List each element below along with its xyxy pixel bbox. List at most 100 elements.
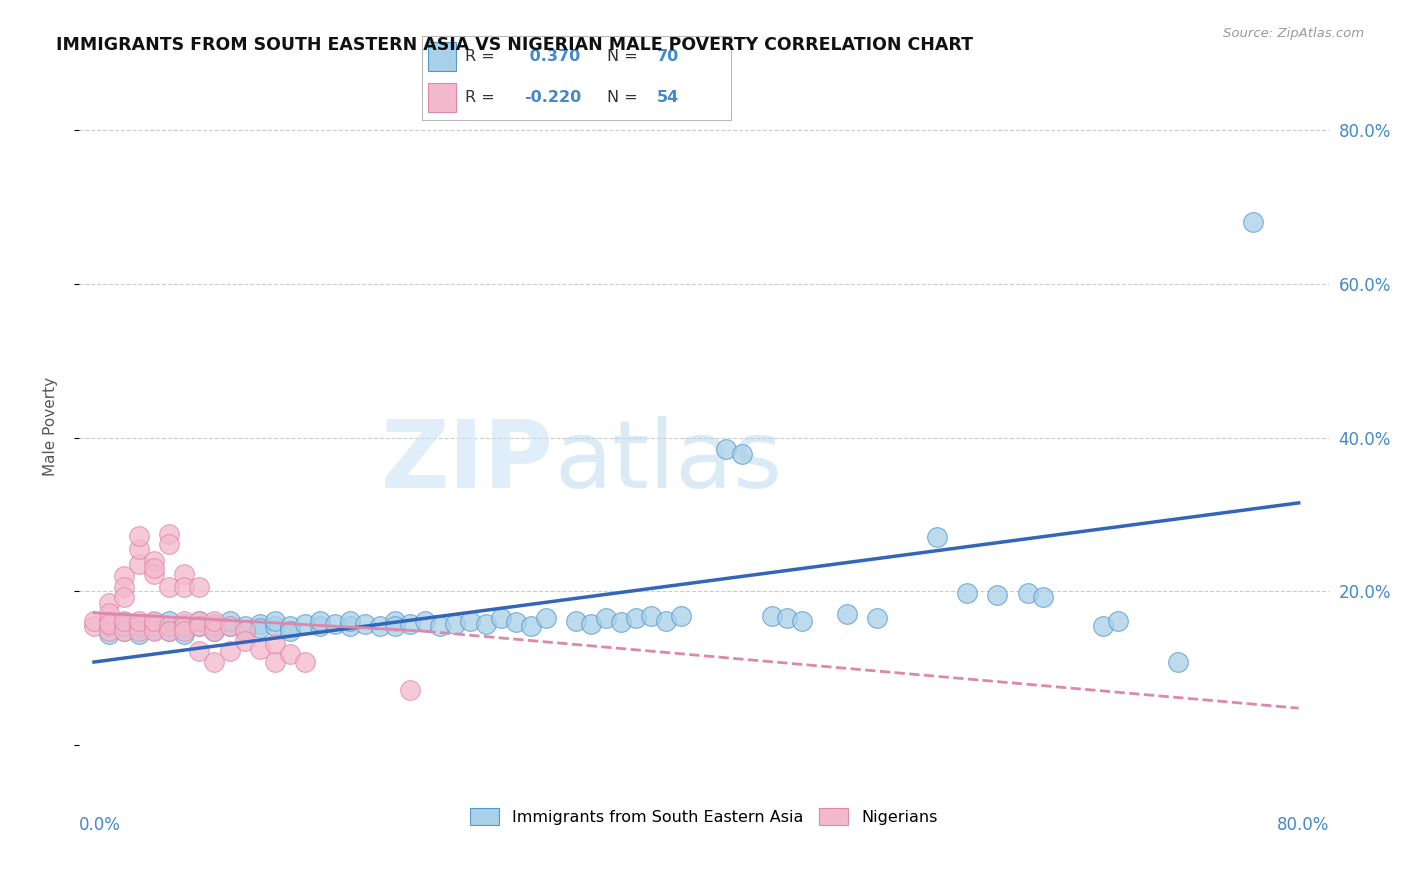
Point [98, 614, 121, 628]
Point [323, 616, 346, 631]
Point [986, 588, 1008, 602]
Point [98, 616, 121, 631]
Point [143, 561, 166, 575]
Text: -0.220: -0.220 [524, 90, 581, 105]
Point [716, 442, 738, 456]
Point [309, 619, 332, 633]
Text: Source: ZipAtlas.com: Source: ZipAtlas.com [1223, 27, 1364, 40]
Point [112, 615, 135, 629]
Point [835, 607, 858, 622]
Point [730, 447, 752, 461]
Point [233, 634, 256, 648]
Point [278, 648, 301, 662]
Point [640, 608, 662, 623]
Point [143, 619, 166, 633]
Point [233, 624, 256, 639]
Point [143, 615, 166, 629]
FancyBboxPatch shape [427, 43, 456, 71]
Text: 80.0%: 80.0% [1277, 815, 1329, 834]
Point [98, 624, 121, 639]
Text: R =: R = [465, 49, 495, 64]
Point [143, 567, 166, 582]
Point [128, 616, 150, 631]
Point [112, 619, 135, 633]
Point [157, 624, 180, 639]
Point [263, 655, 285, 669]
Point [157, 526, 180, 541]
Point [218, 619, 240, 633]
Point [112, 619, 135, 633]
Point [204, 655, 226, 669]
Point [263, 636, 285, 650]
Point [413, 614, 436, 628]
Point [249, 616, 271, 631]
Point [249, 621, 271, 635]
Point [579, 616, 602, 631]
Point [128, 614, 150, 628]
Point [204, 621, 226, 635]
Point [429, 619, 451, 633]
Point [173, 619, 195, 633]
Point [505, 615, 527, 629]
Point [263, 614, 285, 628]
Point [927, 531, 949, 545]
Legend: Immigrants from South Eastern Asia, Nigerians: Immigrants from South Eastern Asia, Nige… [463, 800, 945, 833]
Point [157, 614, 180, 628]
Point [128, 624, 150, 639]
Point [1107, 614, 1129, 628]
Point [112, 569, 135, 583]
Point [173, 581, 195, 595]
Text: 0.0%: 0.0% [79, 815, 121, 834]
Point [128, 626, 150, 640]
Text: IMMIGRANTS FROM SOUTH EASTERN ASIA VS NIGERIAN MALE POVERTY CORRELATION CHART: IMMIGRANTS FROM SOUTH EASTERN ASIA VS NI… [56, 36, 973, 54]
Point [128, 621, 150, 635]
Point [188, 644, 211, 658]
Point [112, 624, 135, 639]
Point [143, 624, 166, 639]
Point [339, 619, 361, 633]
Point [173, 624, 195, 639]
Y-axis label: Male Poverty: Male Poverty [44, 376, 58, 475]
Text: N =: N = [607, 90, 638, 105]
Point [671, 608, 693, 623]
Point [98, 619, 121, 633]
Point [790, 614, 813, 628]
Point [460, 614, 482, 628]
Point [233, 624, 256, 639]
Point [519, 619, 541, 633]
Point [173, 621, 195, 635]
Point [399, 682, 422, 697]
Point [866, 611, 889, 625]
Point [188, 614, 211, 628]
Point [112, 614, 135, 628]
Text: 0.370: 0.370 [524, 49, 581, 64]
Point [776, 611, 799, 625]
Point [128, 619, 150, 633]
Point [1032, 591, 1054, 605]
Point [204, 616, 226, 631]
Point [218, 619, 240, 633]
Point [1091, 619, 1114, 633]
Point [188, 581, 211, 595]
FancyBboxPatch shape [427, 83, 456, 112]
Text: 70: 70 [657, 49, 679, 64]
Point [218, 644, 240, 658]
Point [98, 626, 121, 640]
Point [157, 619, 180, 633]
Point [339, 614, 361, 628]
Point [204, 624, 226, 639]
Point [173, 567, 195, 582]
Point [204, 614, 226, 628]
Point [1167, 655, 1189, 669]
Point [565, 614, 588, 628]
Point [112, 591, 135, 605]
Point [1017, 586, 1039, 600]
Point [204, 619, 226, 633]
Point [474, 616, 496, 631]
Point [294, 616, 316, 631]
Point [128, 529, 150, 543]
Point [128, 541, 150, 556]
Point [278, 624, 301, 639]
Point [188, 614, 211, 628]
Point [173, 614, 195, 628]
